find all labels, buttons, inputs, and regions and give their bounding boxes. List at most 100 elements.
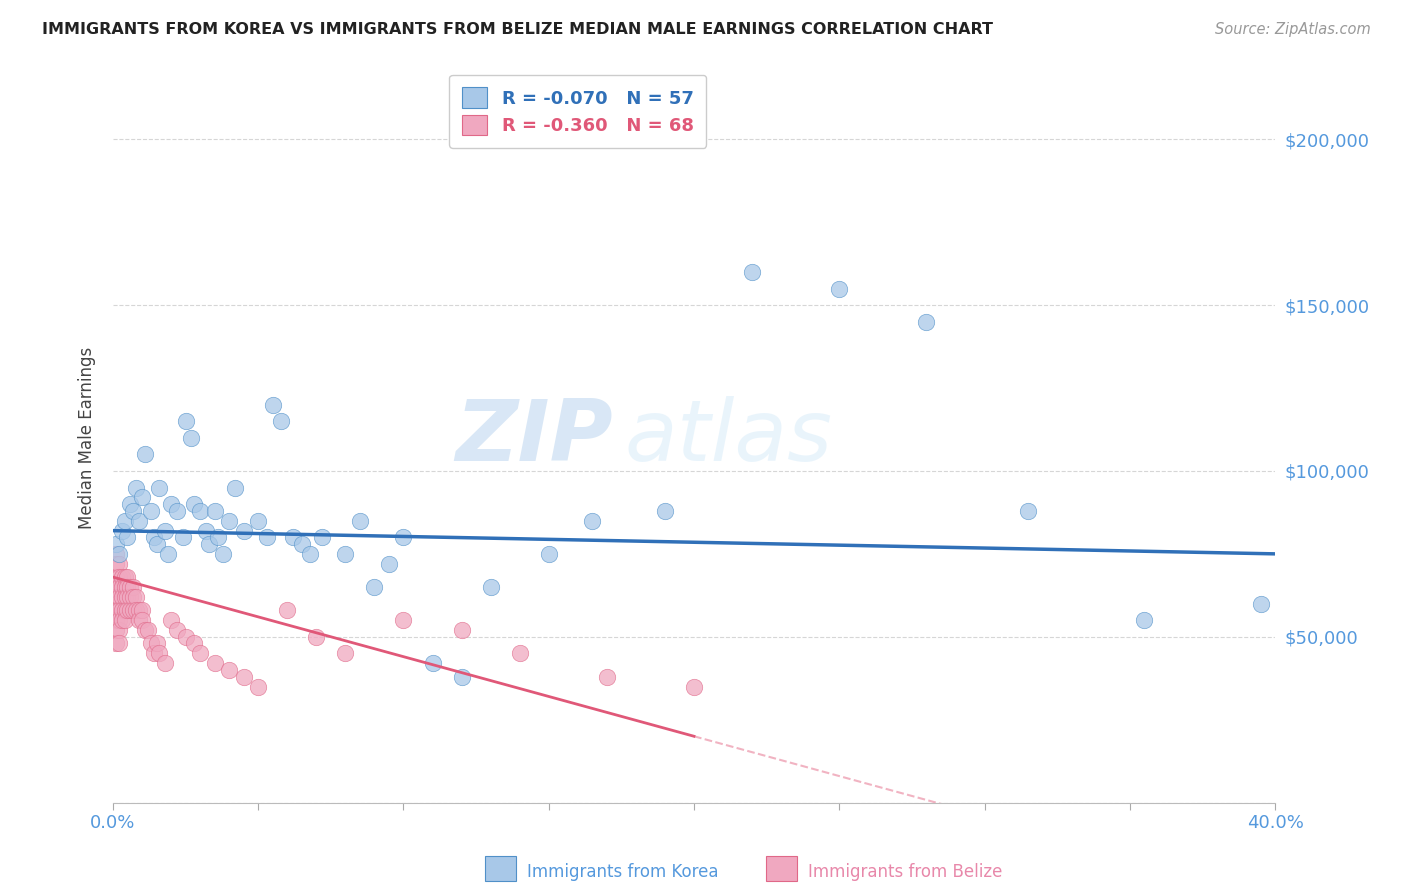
Point xyxy=(114,590,136,604)
Point xyxy=(107,603,129,617)
Point xyxy=(392,613,415,627)
Point xyxy=(128,613,150,627)
Point xyxy=(107,613,129,627)
Point xyxy=(281,530,304,544)
Point xyxy=(305,630,328,644)
Point xyxy=(139,636,162,650)
Point xyxy=(155,657,177,671)
Point xyxy=(131,603,153,617)
Point xyxy=(111,590,134,604)
Point xyxy=(111,524,134,538)
Point xyxy=(509,646,531,660)
Point xyxy=(581,514,603,528)
Point xyxy=(104,570,127,584)
Point xyxy=(741,265,763,279)
Point xyxy=(204,657,226,671)
Point xyxy=(131,613,153,627)
Point xyxy=(188,504,211,518)
Point xyxy=(212,547,235,561)
Point xyxy=(122,603,145,617)
Point xyxy=(174,630,197,644)
Point xyxy=(134,623,156,637)
Point xyxy=(125,590,148,604)
Point xyxy=(270,414,292,428)
Point xyxy=(311,530,333,544)
Point xyxy=(104,613,127,627)
Point xyxy=(276,603,298,617)
Point xyxy=(107,590,129,604)
Point xyxy=(160,497,183,511)
Point xyxy=(139,504,162,518)
Point xyxy=(117,570,139,584)
Point xyxy=(136,623,159,637)
Point xyxy=(104,636,127,650)
Point xyxy=(422,657,444,671)
Point xyxy=(114,570,136,584)
Point xyxy=(111,570,134,584)
Point xyxy=(392,530,415,544)
Point xyxy=(104,623,127,637)
Point xyxy=(114,514,136,528)
Point xyxy=(117,580,139,594)
Point xyxy=(262,398,284,412)
Point xyxy=(104,590,127,604)
Point xyxy=(160,613,183,627)
Point xyxy=(828,281,851,295)
Point xyxy=(104,547,127,561)
Point xyxy=(104,537,127,551)
Point xyxy=(134,447,156,461)
Point xyxy=(155,524,177,538)
Point xyxy=(335,547,357,561)
Point xyxy=(122,590,145,604)
Point xyxy=(111,580,134,594)
Point xyxy=(107,557,129,571)
Point xyxy=(120,580,142,594)
Point xyxy=(120,603,142,617)
Point xyxy=(107,623,129,637)
Text: Immigrants from Belize: Immigrants from Belize xyxy=(808,863,1002,881)
Y-axis label: Median Male Earnings: Median Male Earnings xyxy=(79,347,96,529)
Point xyxy=(128,603,150,617)
Point xyxy=(111,613,134,627)
Point xyxy=(166,504,188,518)
Point xyxy=(188,646,211,660)
Point xyxy=(111,603,134,617)
Point xyxy=(363,580,385,594)
Point xyxy=(107,636,129,650)
Point xyxy=(915,315,938,329)
Point xyxy=(654,504,676,518)
Point xyxy=(450,623,472,637)
Point xyxy=(107,570,129,584)
Point xyxy=(142,530,165,544)
Point xyxy=(157,547,180,561)
Point xyxy=(204,504,226,518)
Point xyxy=(198,537,221,551)
Point xyxy=(180,431,202,445)
Point xyxy=(148,646,170,660)
Point xyxy=(104,580,127,594)
Point xyxy=(120,590,142,604)
Point xyxy=(1133,613,1156,627)
Point xyxy=(256,530,278,544)
Point xyxy=(104,557,127,571)
Point xyxy=(128,514,150,528)
Point xyxy=(142,646,165,660)
Point xyxy=(131,491,153,505)
Point xyxy=(114,580,136,594)
Point xyxy=(166,623,188,637)
Point xyxy=(114,613,136,627)
Point xyxy=(104,597,127,611)
Point xyxy=(125,481,148,495)
Text: IMMIGRANTS FROM KOREA VS IMMIGRANTS FROM BELIZE MEDIAN MALE EARNINGS CORRELATION: IMMIGRANTS FROM KOREA VS IMMIGRANTS FROM… xyxy=(42,22,993,37)
Point xyxy=(537,547,560,561)
Point xyxy=(107,580,129,594)
Point xyxy=(145,636,167,650)
Text: ZIP: ZIP xyxy=(456,396,613,479)
Point xyxy=(120,497,142,511)
Point xyxy=(596,669,619,683)
Point xyxy=(247,514,270,528)
Point xyxy=(122,504,145,518)
Legend: R = -0.070   N = 57, R = -0.360   N = 68: R = -0.070 N = 57, R = -0.360 N = 68 xyxy=(450,75,706,148)
Point xyxy=(174,414,197,428)
Point xyxy=(218,663,240,677)
